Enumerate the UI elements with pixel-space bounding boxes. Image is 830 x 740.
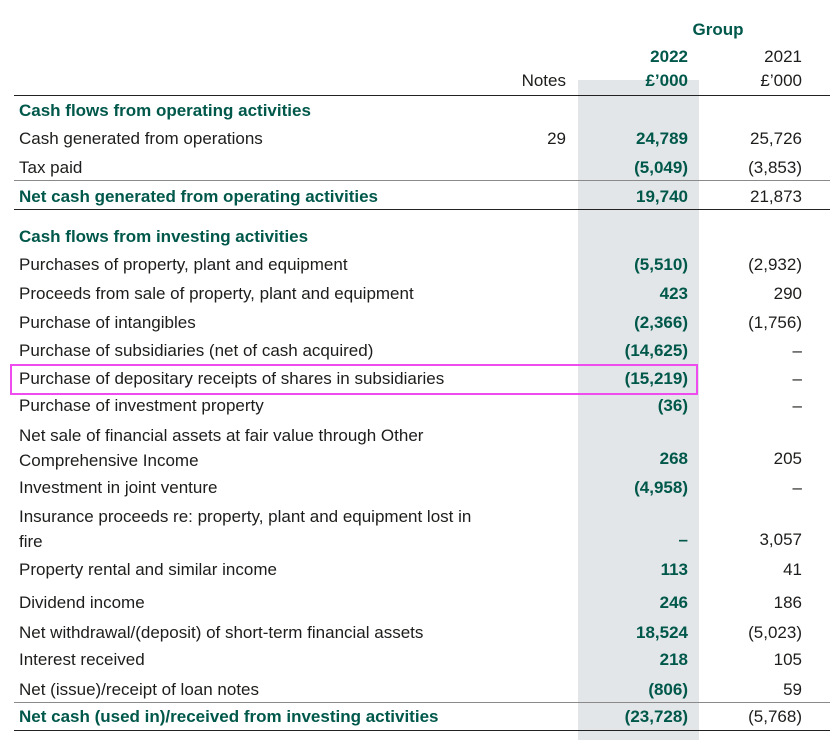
value-2022: 113 bbox=[660, 560, 688, 579]
value-2021: 21,873 bbox=[750, 187, 802, 206]
row-label: Net cash generated from operating activi… bbox=[19, 187, 378, 206]
value-2021: (2,932) bbox=[748, 255, 802, 274]
value-2021: 3,057 bbox=[759, 530, 802, 549]
value-2021: – bbox=[792, 478, 802, 497]
row-label: Net withdrawal/(deposit) of short-term f… bbox=[19, 623, 424, 642]
value-2022: 246 bbox=[659, 593, 688, 612]
value-2021: – bbox=[792, 396, 802, 415]
value-2021: (5,768) bbox=[748, 707, 802, 726]
rule bbox=[14, 702, 830, 703]
header-rule bbox=[14, 95, 830, 96]
value-2021: 290 bbox=[773, 284, 802, 303]
row-label: Cash generated from operations bbox=[19, 129, 263, 148]
value-2022: – bbox=[678, 530, 688, 549]
row-label: Purchase of subsidiaries (net of cash ac… bbox=[19, 341, 374, 360]
value-2021: – bbox=[792, 341, 802, 360]
row-label: Investment in joint venture bbox=[19, 478, 218, 497]
value-2022: (4,958) bbox=[634, 478, 688, 497]
value-2022: 24,789 bbox=[636, 129, 688, 148]
value-2021: 205 bbox=[773, 449, 802, 468]
row-label: Cash flows from operating activities bbox=[19, 101, 311, 120]
group-header: Group bbox=[692, 20, 744, 39]
notes-header: Notes bbox=[521, 71, 566, 90]
row-label: Purchase of depositary receipts of share… bbox=[19, 369, 445, 388]
current-year-column-shading bbox=[578, 80, 699, 740]
row-label: Property rental and similar income bbox=[19, 560, 277, 579]
value-2022: (5,049) bbox=[634, 158, 688, 177]
row-note: 29 bbox=[547, 129, 566, 148]
value-2022: (2,366) bbox=[634, 313, 688, 332]
value-2021: (1,756) bbox=[748, 313, 802, 332]
row-label: Net (issue)/receipt of loan notes bbox=[19, 680, 260, 699]
value-2021: 25,726 bbox=[750, 129, 802, 148]
value-2021: – bbox=[792, 369, 802, 388]
row-label: Dividend income bbox=[19, 593, 145, 612]
row-label: Purchase of investment property bbox=[19, 396, 264, 415]
row-label: Net cash (used in)/received from investi… bbox=[19, 707, 439, 726]
value-2022: (14,625) bbox=[624, 341, 688, 360]
unit-2022-header: £’000 bbox=[645, 71, 688, 90]
value-2022: 19,740 bbox=[636, 187, 688, 206]
value-2022: (23,728) bbox=[624, 707, 688, 726]
value-2022: 268 bbox=[659, 449, 688, 468]
value-2021: 41 bbox=[783, 560, 802, 579]
rule bbox=[14, 180, 830, 181]
value-2022: (806) bbox=[648, 680, 688, 699]
year-2021-header: 2021 bbox=[764, 47, 802, 66]
row-label: Interest received bbox=[19, 650, 145, 669]
rule bbox=[14, 209, 830, 210]
row-label: Insurance proceeds re: property, plant a… bbox=[19, 507, 472, 551]
value-2022: 423 bbox=[659, 284, 688, 303]
row-label: Purchase of intangibles bbox=[19, 313, 196, 332]
year-2022-header: 2022 bbox=[650, 47, 688, 66]
row-label: Proceeds from sale of property, plant an… bbox=[19, 284, 414, 303]
value-2021: 59 bbox=[783, 680, 802, 699]
rule bbox=[14, 730, 830, 731]
row-label: Tax paid bbox=[19, 158, 83, 177]
value-2022: 18,524 bbox=[636, 623, 688, 642]
value-2022: 218 bbox=[659, 650, 688, 669]
row-label: Purchases of property, plant and equipme… bbox=[19, 255, 348, 274]
value-2022: (36) bbox=[657, 396, 688, 415]
value-2022: (15,219) bbox=[624, 369, 688, 388]
row-label: Net sale of financial assets at fair val… bbox=[19, 426, 424, 470]
value-2021: (5,023) bbox=[748, 623, 802, 642]
value-2021: (3,853) bbox=[748, 158, 802, 177]
row-label: Cash flows from investing activities bbox=[19, 227, 309, 246]
unit-2021-header: £’000 bbox=[760, 71, 802, 90]
value-2021: 105 bbox=[773, 650, 802, 669]
value-2022: (5,510) bbox=[634, 255, 688, 274]
value-2021: 186 bbox=[773, 593, 802, 612]
